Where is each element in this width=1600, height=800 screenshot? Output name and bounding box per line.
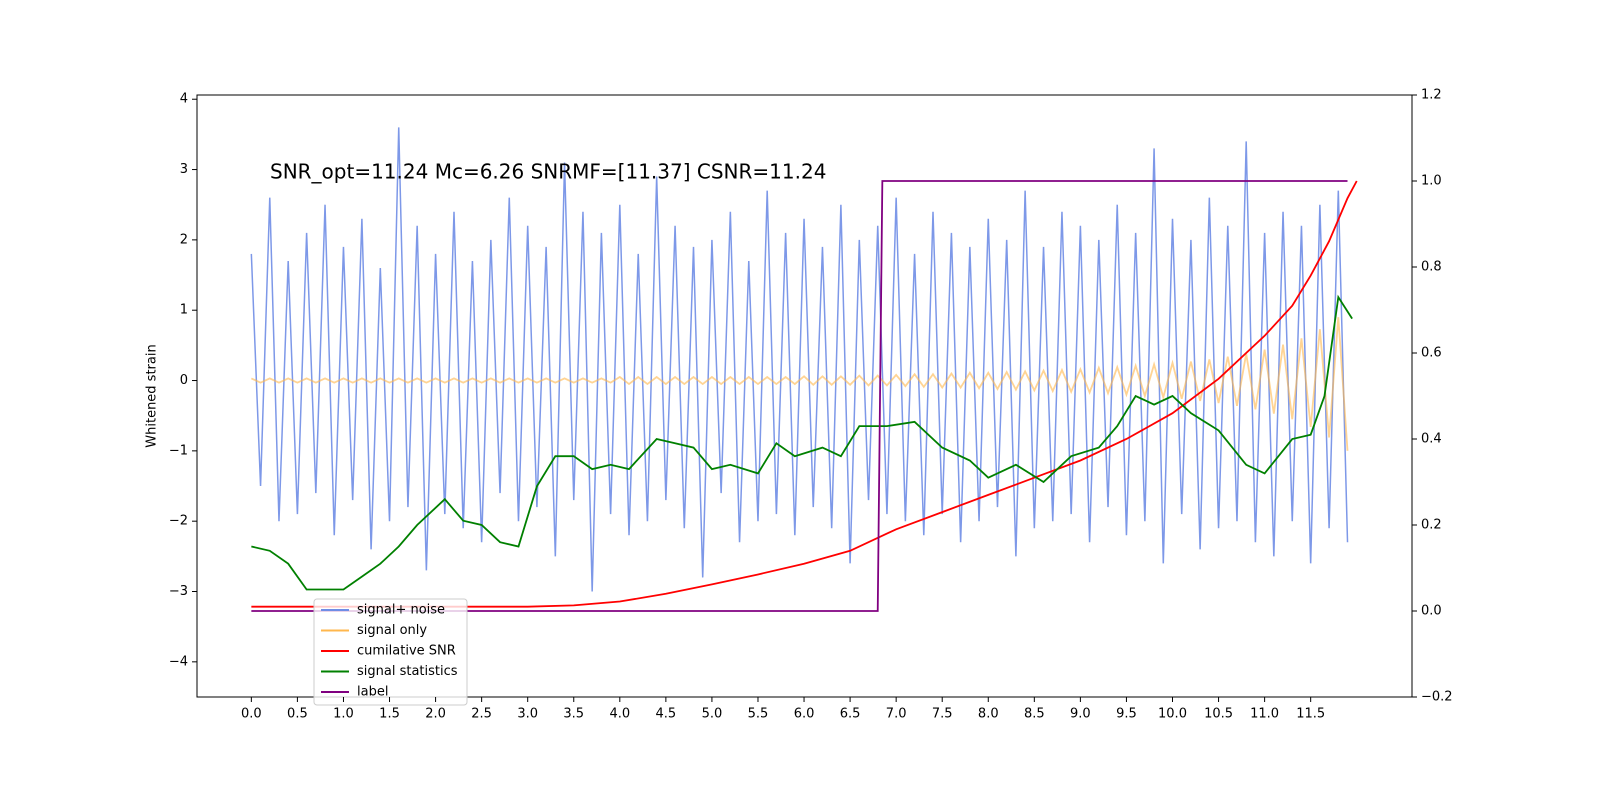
x-tick-label: 1.5 [379,707,400,722]
x-tick-label: 9.0 [1070,707,1091,722]
legend-label: cumilative SNR [357,644,456,659]
y-tick-label: 0 [180,373,188,388]
x-tick-label: 7.5 [932,707,953,722]
x-tick-label: 5.5 [748,707,769,722]
series-line [251,180,1348,612]
x-tick-label: 8.0 [978,707,999,722]
legend: signal+ noise signal only cumilative SNR si… [313,598,468,706]
x-tick-label: 11.0 [1250,707,1279,722]
y2-tick-label: 0.0 [1421,604,1442,619]
x-tick-label: 10.0 [1158,707,1187,722]
x-tick-label: 11.5 [1296,707,1325,722]
y2-tick-label: 1.0 [1421,174,1442,189]
x-tick-label: 3.5 [563,707,584,722]
x-tick-label: 5.0 [702,707,723,722]
y-tick-label: −4 [169,654,188,669]
y-axis-label: Whitened strain [145,344,160,447]
y-tick-label: 2 [180,232,188,247]
x-tick-label: 9.5 [1116,707,1137,722]
x-tick-label: 2.0 [425,707,446,722]
legend-label: signal statistics [357,664,458,679]
x-tick-label: 8.5 [1024,707,1045,722]
y-tick-label: −1 [169,443,188,458]
y-tick-label: −2 [169,514,188,529]
legend-label: signal+ noise [357,603,445,618]
y2-tick-label: 0.8 [1421,260,1442,275]
y-tick-label: 1 [180,303,188,318]
x-tick-label: 2.5 [471,707,492,722]
x-tick-label: 4.5 [656,707,677,722]
y2-tick-label: 0.2 [1421,518,1442,533]
legend-box [313,598,468,706]
x-tick-label: 7.0 [886,707,907,722]
x-tick-label: 3.0 [517,707,538,722]
legend-label: label [357,685,388,700]
y-tick-label: 4 [180,92,188,107]
y2-tick-label: 1.2 [1421,88,1442,103]
x-tick-label: 1.0 [333,707,354,722]
y2-tick-label: −0.2 [1421,690,1453,705]
legend-label: signal only [357,623,427,638]
x-tick-label: 10.5 [1204,707,1233,722]
series-line [251,294,1353,591]
plot-area [250,127,1358,612]
series-line [250,317,1349,451]
y2-tick-label: 0.4 [1421,432,1442,447]
x-tick-label: 0.5 [287,707,308,722]
y-tick-label: −3 [169,584,188,599]
x-tick-label: 6.5 [840,707,861,722]
x-tick-label: 6.0 [794,707,815,722]
series-line [250,127,1349,592]
y2-tick-label: 0.6 [1421,346,1442,361]
series-line [251,180,1358,608]
annotation: SNR_opt=11.24 Mc=6.26 SNRMF=[11.37] CSNR… [270,160,826,184]
y-tick-label: 3 [180,162,188,177]
x-tick-label: 4.0 [609,707,630,722]
x-tick-label: 0.0 [241,707,262,722]
